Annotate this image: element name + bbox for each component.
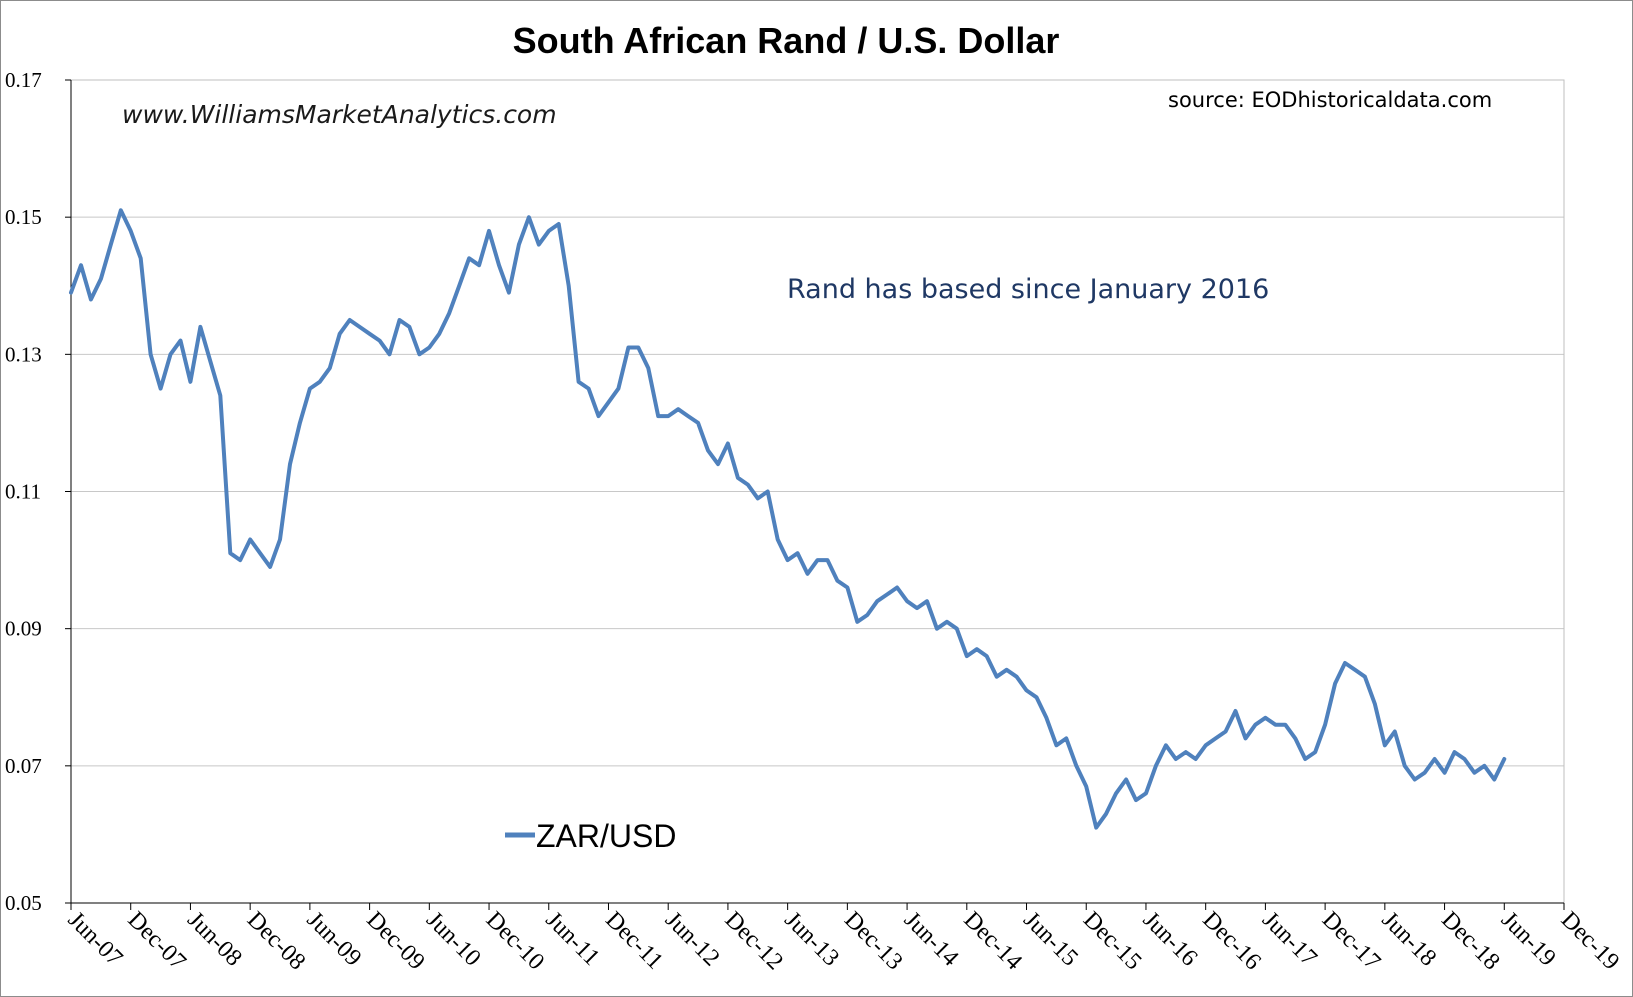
y-tick-label: 0.05 (5, 891, 42, 915)
grid-lines (71, 216, 1564, 767)
x-tick-label: Dec-15 (1078, 907, 1146, 975)
x-tick-label: Jun-17 (1257, 907, 1322, 972)
x-tick-label: Jun-09 (302, 907, 367, 972)
x-axis-ticks: Jun-07Dec-07Jun-08Dec-08Jun-09Dec-09Jun-… (63, 903, 1624, 975)
x-tick-label: Jun-12 (660, 907, 725, 972)
x-tick-label: Dec-18 (1436, 907, 1504, 975)
x-tick-label: Jun-15 (1018, 907, 1083, 972)
y-tick-label: 0.11 (5, 480, 41, 504)
x-tick-label: Jun-13 (779, 907, 844, 972)
series-line-zar-usd (69, 208, 1507, 830)
x-tick-label: Jun-07 (63, 907, 128, 972)
annotation-text: Rand has based since January 2016 (787, 274, 1269, 305)
x-tick-label: Jun-16 (1138, 907, 1203, 972)
x-tick-label: Jun-11 (541, 907, 605, 971)
x-tick-label: Dec-09 (361, 907, 429, 975)
y-tick-label: 0.09 (5, 617, 42, 641)
x-tick-label: Dec-19 (1556, 907, 1624, 975)
x-tick-label: Jun-19 (1496, 907, 1561, 972)
legend: ZAR/USD (505, 818, 676, 854)
x-tick-label: Dec-08 (242, 907, 310, 975)
x-tick-label: Dec-14 (959, 907, 1027, 975)
y-axis-ticks: 0.05 0.07 0.09 0.11 0.13 0.15 0.17 (5, 68, 71, 915)
source-text: source: EODhistoricaldata.com (1168, 88, 1492, 112)
y-tick-label: 0.17 (5, 68, 42, 92)
x-tick-label: Dec-07 (122, 907, 190, 975)
legend-label: ZAR/USD (536, 818, 676, 854)
x-tick-label: Dec-10 (481, 907, 549, 975)
x-tick-label: Jun-18 (1377, 907, 1442, 972)
y-tick-label: 0.13 (5, 342, 42, 366)
watermark-text: www.WilliamsMarketAnalytics.com (122, 100, 557, 129)
x-tick-label: Dec-12 (720, 907, 788, 975)
x-tick-label: Dec-13 (839, 907, 907, 975)
x-tick-label: Jun-10 (421, 907, 486, 972)
x-tick-label: Jun-08 (182, 907, 247, 972)
x-tick-label: Dec-17 (1317, 907, 1385, 975)
y-tick-label: 0.15 (5, 205, 42, 229)
y-tick-label: 0.07 (5, 754, 42, 778)
chart-title: South African Rand / U.S. Dollar (513, 20, 1060, 61)
series-layer (69, 208, 1507, 830)
x-tick-label: Jun-14 (899, 907, 964, 972)
x-tick-label: Dec-11 (600, 907, 668, 975)
x-tick-label: Dec-16 (1197, 907, 1265, 975)
